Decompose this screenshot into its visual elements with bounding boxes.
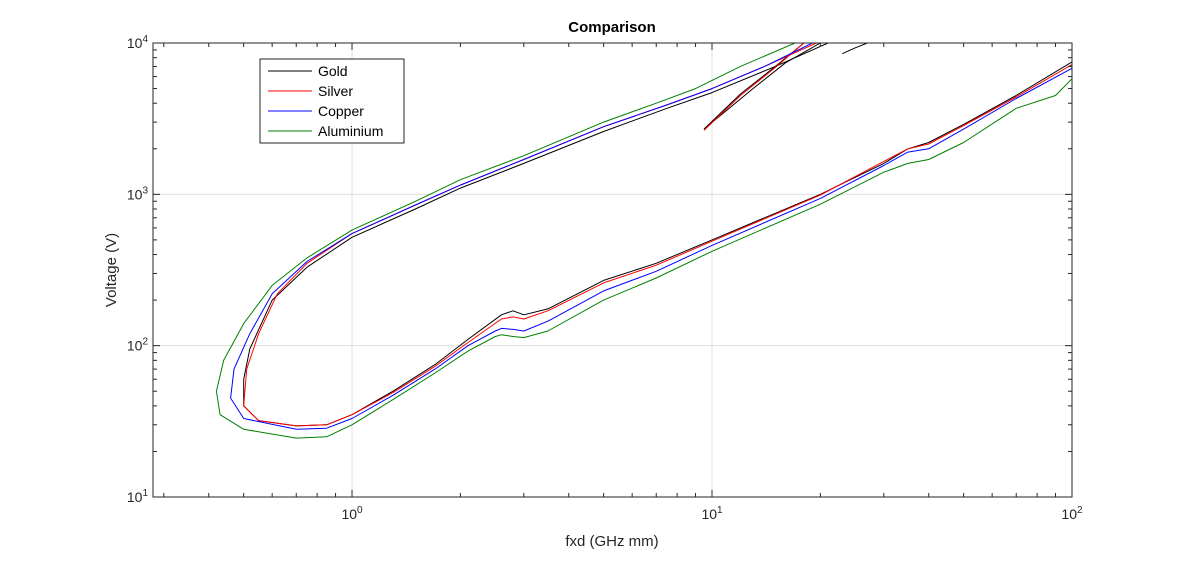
legend-label-aluminium: Aluminium (318, 123, 383, 139)
series-aluminium (215, 43, 1072, 439)
x-axis-label: fxd (GHz mm) (565, 533, 658, 550)
chart-title: Comparison (568, 19, 656, 36)
tick-label-exponent: 1 (717, 505, 723, 516)
y-tick-label: 10 3 (127, 185, 149, 202)
y-tick-label: 10 2 (127, 337, 149, 354)
y-tick-label: 10 4 (127, 34, 149, 51)
tick-label-exponent: 2 (1077, 505, 1083, 516)
tick-label-base: 10 (127, 489, 143, 505)
tick-label-exponent: 0 (357, 505, 363, 516)
tick-label-exponent: 4 (142, 34, 148, 45)
y-axis-label: Voltage (V) (103, 233, 120, 307)
series-line-aluminium (215, 43, 1072, 439)
series-line-silver (703, 43, 805, 131)
series-line-copper (230, 43, 1072, 430)
x-tick-label: 10 1 (701, 505, 723, 522)
series-copper (230, 43, 1072, 430)
legend: Gold Silver Copper Aluminium (259, 58, 405, 144)
tick-label-exponent: 1 (142, 488, 148, 499)
tick-label-base: 10 (127, 338, 143, 354)
legend-label-silver: Silver (318, 83, 353, 99)
axes-frame (152, 42, 1073, 498)
tick-label-exponent: 2 (142, 337, 148, 348)
legend-label-gold: Gold (318, 63, 348, 79)
tick-label-exponent: 3 (142, 185, 148, 196)
y-tick-label: 10 1 (127, 488, 149, 505)
tick-labels: 10 0 10 1 10 210 110 210 310 4 (127, 34, 1083, 522)
tick-label-base: 10 (127, 35, 143, 51)
series-line-gold (841, 43, 868, 55)
legend-label-copper: Copper (318, 103, 364, 119)
legend-box (259, 58, 405, 144)
x-tick-label: 10 2 (1061, 505, 1083, 522)
x-tick-label: 10 0 (341, 505, 363, 522)
tick-label-base: 10 (127, 186, 143, 202)
tick-label-base: 10 (1061, 506, 1077, 522)
tick-label-base: 10 (701, 506, 717, 522)
tick-label-base: 10 (341, 506, 357, 522)
series-group (215, 43, 1072, 439)
axes-box (152, 42, 1073, 498)
